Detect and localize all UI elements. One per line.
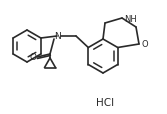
Text: O: O — [142, 40, 149, 49]
Text: O: O — [30, 53, 37, 62]
Text: N: N — [54, 32, 60, 41]
Text: NH: NH — [124, 14, 137, 23]
Text: HCl: HCl — [96, 97, 114, 107]
